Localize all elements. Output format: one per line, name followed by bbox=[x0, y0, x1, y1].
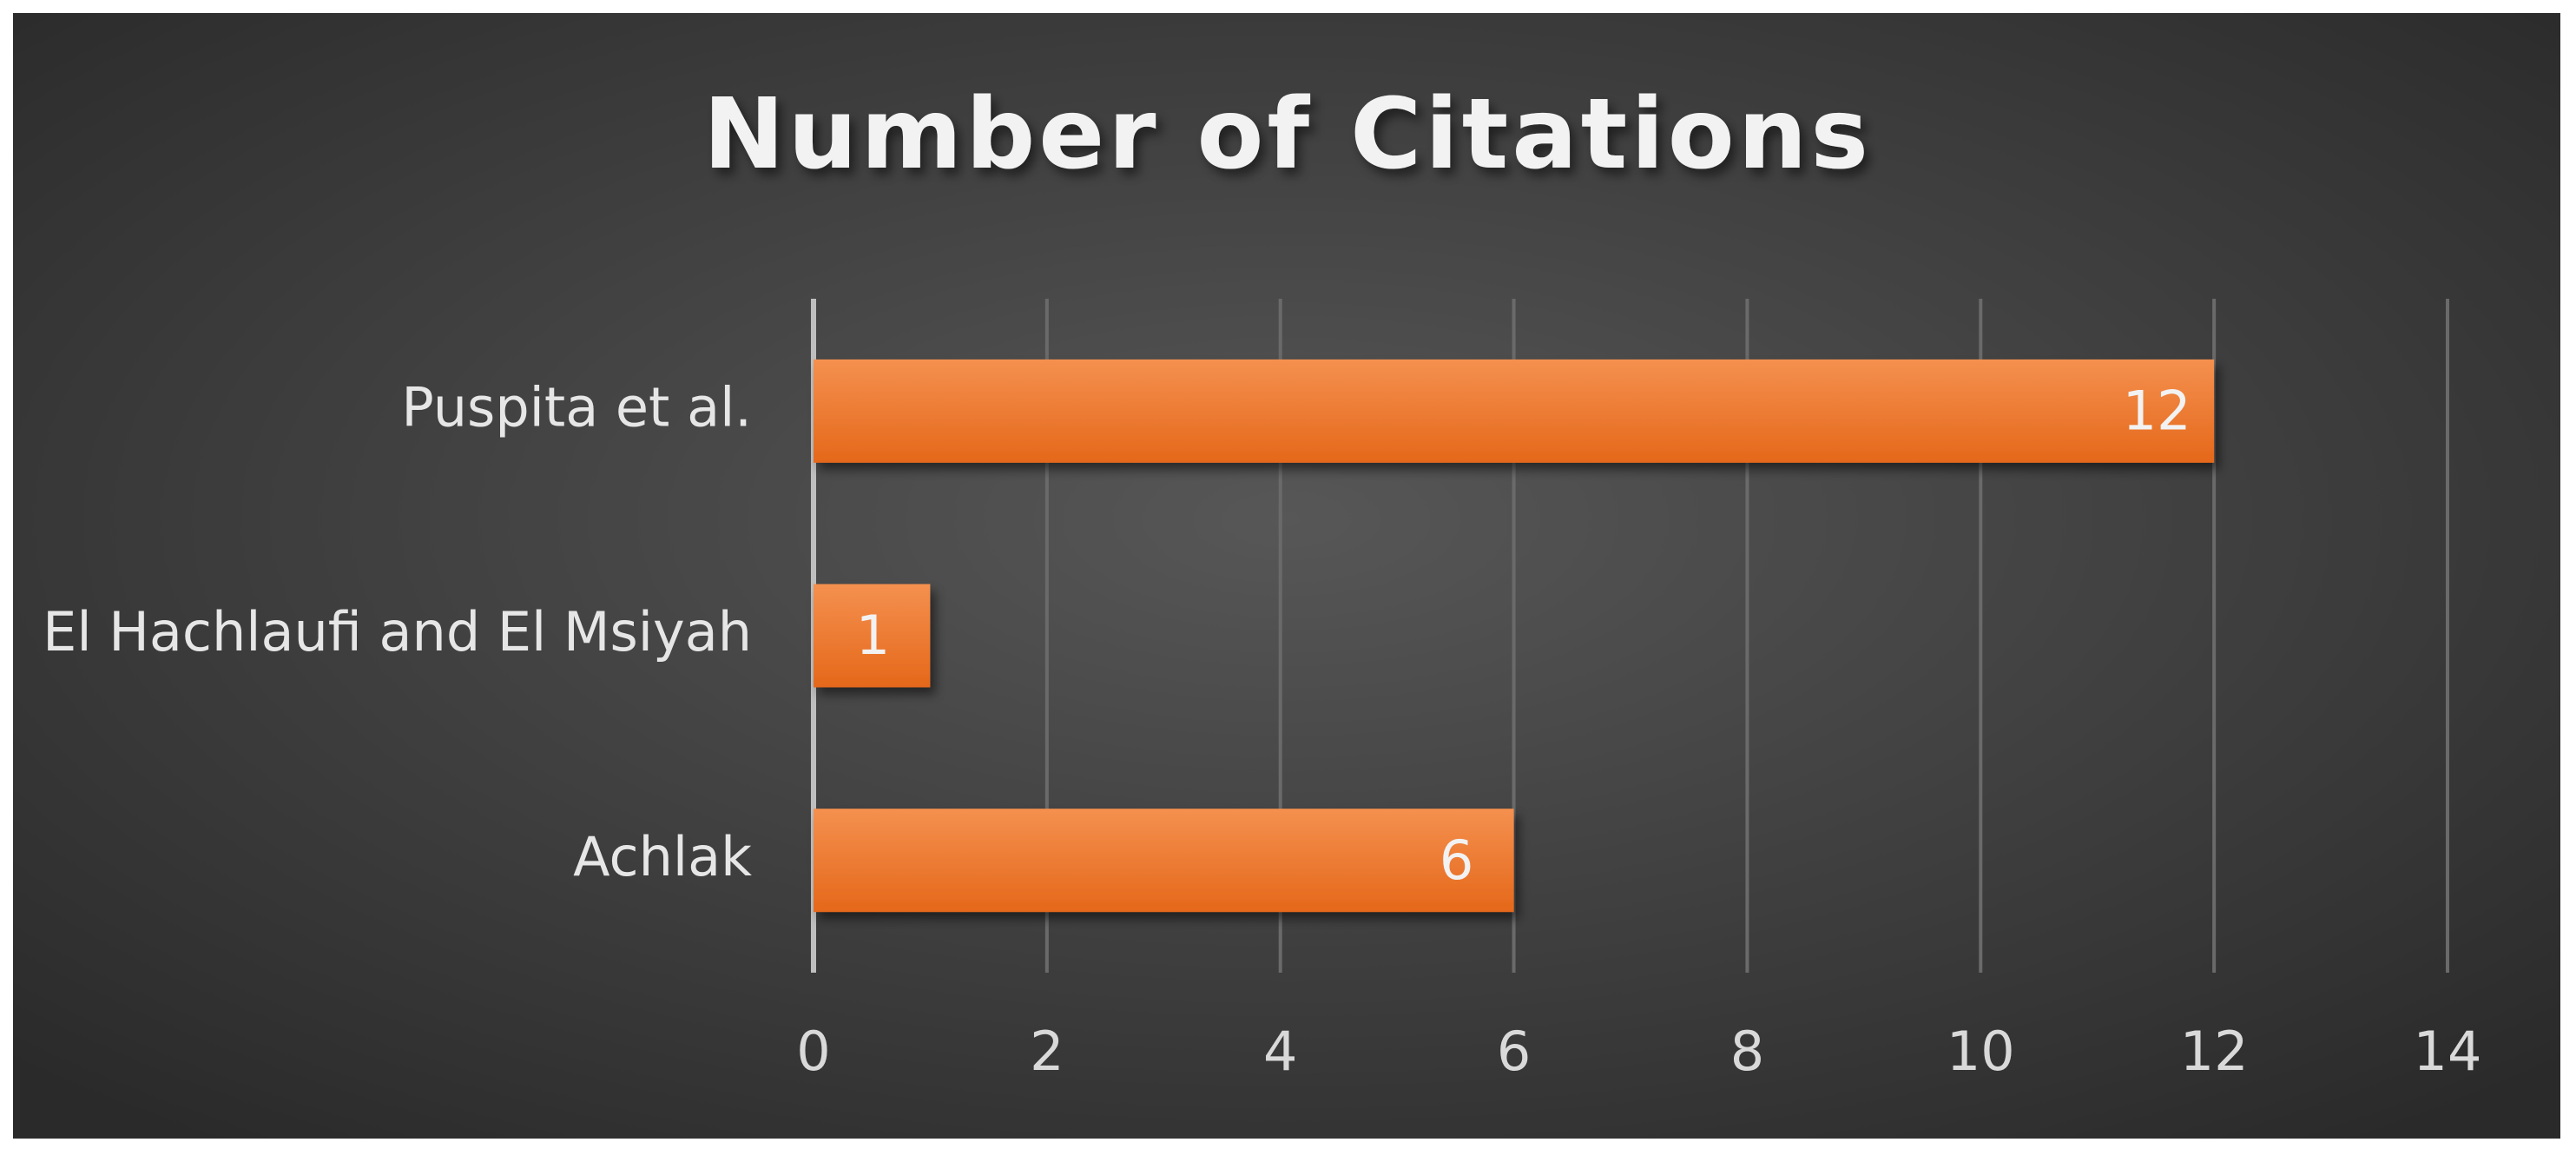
y-tick-label: Puspita et al. bbox=[401, 375, 752, 439]
x-tick-label: 12 bbox=[2180, 1020, 2249, 1083]
bar bbox=[814, 359, 2215, 463]
x-tick-label: 8 bbox=[1730, 1020, 1764, 1083]
value-label: 1 bbox=[856, 604, 890, 667]
chart-background bbox=[13, 13, 2560, 1139]
x-tick-label: 14 bbox=[2414, 1020, 2482, 1083]
x-tick-label: 4 bbox=[1263, 1020, 1297, 1083]
x-tick-label: 2 bbox=[1030, 1020, 1064, 1083]
value-label: 12 bbox=[2123, 379, 2191, 442]
chart-title: Number of Citations bbox=[703, 78, 1872, 191]
value-label: 6 bbox=[1440, 829, 1473, 892]
bar bbox=[814, 584, 931, 688]
y-tick-label: Achlak bbox=[573, 825, 752, 888]
x-tick-label: 0 bbox=[796, 1020, 830, 1083]
x-tick-label: 10 bbox=[1947, 1020, 2015, 1083]
x-tick-label: 6 bbox=[1497, 1020, 1531, 1083]
y-tick-label: El Hachlaufi and El Msiyah bbox=[43, 600, 752, 664]
bar bbox=[814, 809, 1514, 913]
